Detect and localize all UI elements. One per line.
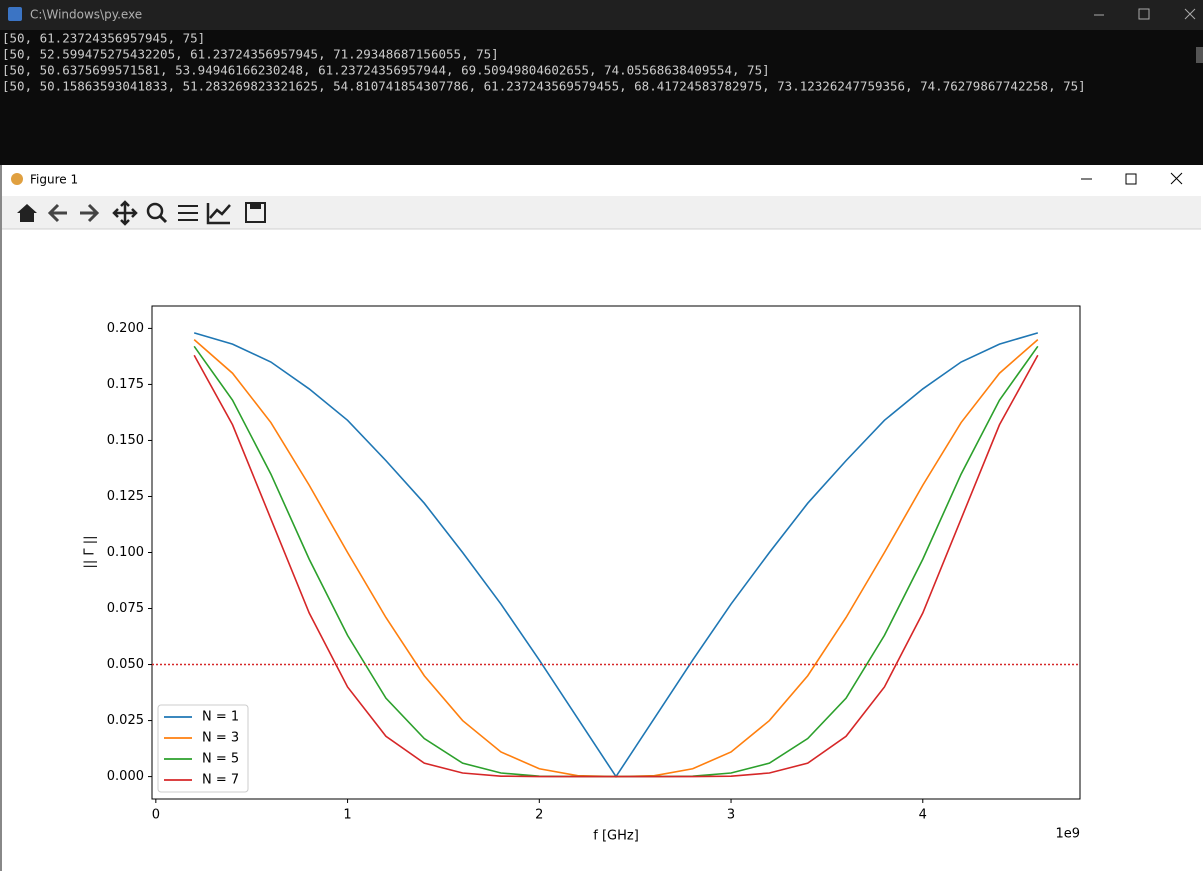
y-tick-label: 0.025	[107, 713, 144, 728]
close-button[interactable]	[1170, 172, 1183, 185]
x-offset-label: 1e9	[1055, 827, 1080, 842]
close-button[interactable]	[1184, 8, 1196, 20]
console-icon	[8, 7, 22, 21]
legend-label: N = 5	[202, 752, 239, 767]
y-axis-label: || Γ ||	[83, 535, 98, 568]
console-line: [50, 52.599475275432205, 61.237243569579…	[2, 47, 499, 62]
y-tick-label: 0.100	[107, 545, 144, 560]
edit-axes-button[interactable]	[206, 203, 231, 225]
home-button[interactable]	[17, 204, 37, 222]
pan-button[interactable]	[112, 200, 138, 226]
configure-button[interactable]	[178, 205, 198, 221]
legend-label: N = 3	[202, 731, 239, 746]
maximize-button[interactable]	[1138, 8, 1150, 20]
legend-label: N = 1	[202, 710, 239, 725]
window-border	[0, 165, 2, 871]
x-tick-label: 3	[727, 808, 735, 823]
y-tick-label: 0.150	[107, 433, 144, 448]
y-tick-label: 0.200	[107, 321, 144, 336]
zoom-button[interactable]	[146, 202, 164, 220]
console-line: [50, 50.6375699571581, 53.94946166230248…	[2, 63, 770, 78]
maximize-button[interactable]	[1125, 173, 1137, 185]
console-body	[0, 30, 1203, 165]
y-tick-label: 0.125	[107, 489, 144, 504]
y-tick-label: 0.075	[107, 601, 144, 616]
series-line	[193, 354, 1039, 778]
x-tick-label: 2	[535, 808, 543, 823]
toolbar	[2, 196, 1201, 229]
zoom-handle	[158, 214, 168, 224]
console-line: [50, 50.15863593041833, 51.2832698233216…	[2, 79, 1086, 94]
legend-label: N = 7	[202, 773, 239, 788]
back-button[interactable]	[47, 203, 67, 223]
console-titlebar	[0, 0, 1203, 30]
x-axis-label: f [GHz]	[593, 829, 639, 844]
y-tick-label: 0.050	[107, 657, 144, 672]
console-line: [50, 61.23724356957945, 75]	[2, 31, 205, 46]
axes-frame	[151, 305, 1081, 800]
x-tick-label: 4	[919, 808, 927, 823]
legend-box	[157, 704, 249, 793]
y-tick-label: 0.000	[107, 769, 144, 784]
save-icon-part	[250, 203, 261, 209]
x-tick-label: 0	[152, 808, 160, 823]
console-title: C:\Windows\py.exe	[30, 8, 142, 22]
figure-icon	[11, 173, 23, 185]
x-tick-label: 1	[343, 808, 351, 823]
console-scrollbar[interactable]	[1196, 47, 1203, 63]
figure-title: Figure 1	[30, 173, 78, 187]
forward-button[interactable]	[80, 203, 100, 223]
y-tick-label: 0.175	[107, 377, 144, 392]
